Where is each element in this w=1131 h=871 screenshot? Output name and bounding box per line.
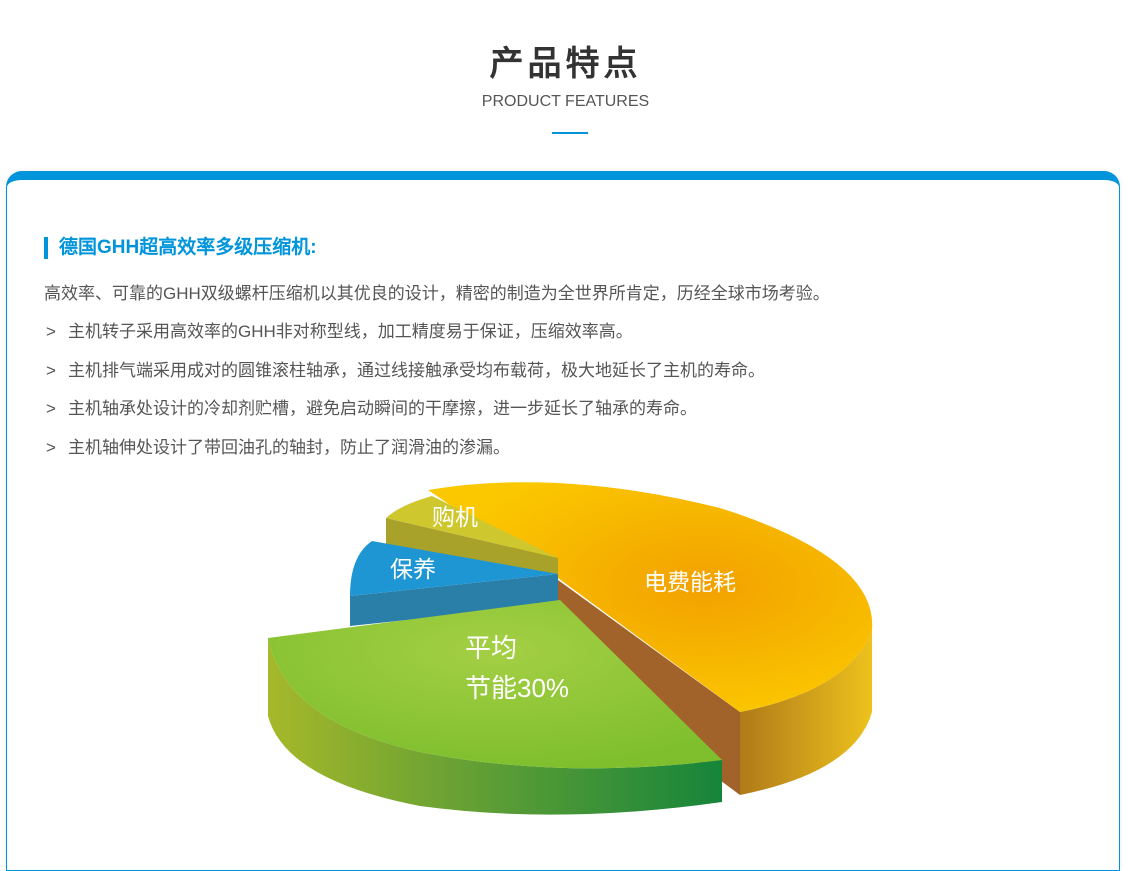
pie-label-purchase: 购机 [432, 504, 478, 530]
section-intro: 高效率、可靠的GHH双级螺杆压缩机以其优良的设计，精密的制造为全世界所肯定，历经… [44, 284, 830, 303]
chevron-right-icon: > [46, 437, 56, 457]
section-heading: 德国GHH超高效率多级压缩机: [44, 237, 317, 259]
pie-slice-maintenance [350, 541, 558, 596]
list-item: > 主机轴伸处设计了带回油孔的轴封，防止了润滑油的渗漏。 [46, 437, 510, 457]
pie-slice-electricity [428, 482, 873, 712]
pie-slice-savings-side [268, 638, 722, 815]
list-item: > 主机转子采用高效率的GHH非对称型线，加工精度易于保证，压缩效率高。 [46, 322, 633, 341]
pie-slice-electricity-side [740, 630, 872, 795]
feature-list: > 主机转子采用高效率的GHH非对称型线，加工精度易于保证，压缩效率高。 > 主机排… [46, 317, 765, 471]
list-item: > 主机轴承处设计的冷却剂贮槽，避免启动瞬间的干摩擦，进一步延长了轴承的寿命。 [46, 399, 697, 418]
chevron-right-icon: > [46, 360, 56, 380]
page-subtitle: PRODUCT FEATURES [481, 93, 650, 110]
pie-slice-purchase-side [386, 518, 558, 575]
chevron-right-icon: > [46, 322, 56, 341]
page-title: 产品特点 [489, 45, 642, 83]
title-divider [552, 132, 588, 134]
cost-pie-image [268, 482, 873, 815]
list-item: > 主机排气端采用成对的圆锥滚柱轴承，通过线接触承受均布载荷，极大地延长了主机的寿… [46, 360, 765, 380]
chevron-right-icon: > [46, 399, 56, 418]
pie-slice-purchase [386, 496, 558, 558]
pie-slice-maintenance-side [350, 574, 558, 626]
pie-label-savings-line2: 节能30% [465, 673, 570, 703]
pie-label-electricity: 电费能耗 [644, 569, 736, 595]
pie-label-savings-line1: 平均 [465, 633, 518, 663]
pie-label-maintenance: 保养 [390, 556, 436, 582]
pie-slice-savings [268, 600, 722, 769]
